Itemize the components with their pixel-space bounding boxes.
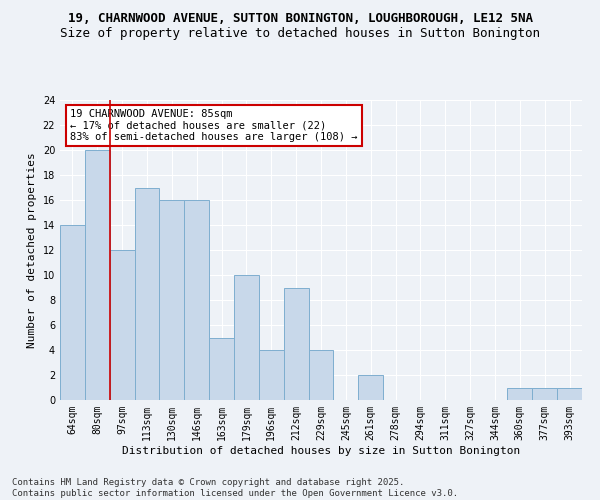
- Text: Contains HM Land Registry data © Crown copyright and database right 2025.
Contai: Contains HM Land Registry data © Crown c…: [12, 478, 458, 498]
- Text: 19, CHARNWOOD AVENUE, SUTTON BONINGTON, LOUGHBOROUGH, LE12 5NA: 19, CHARNWOOD AVENUE, SUTTON BONINGTON, …: [67, 12, 533, 26]
- Bar: [284, 288, 308, 400]
- Bar: [308, 350, 334, 400]
- Y-axis label: Number of detached properties: Number of detached properties: [27, 152, 37, 348]
- Bar: [184, 200, 209, 400]
- Bar: [85, 150, 110, 400]
- Bar: [209, 338, 234, 400]
- Bar: [160, 200, 184, 400]
- Bar: [557, 388, 582, 400]
- Bar: [60, 225, 85, 400]
- Bar: [508, 388, 532, 400]
- Text: Size of property relative to detached houses in Sutton Bonington: Size of property relative to detached ho…: [60, 28, 540, 40]
- Bar: [532, 388, 557, 400]
- Bar: [110, 250, 134, 400]
- Bar: [134, 188, 160, 400]
- X-axis label: Distribution of detached houses by size in Sutton Bonington: Distribution of detached houses by size …: [122, 446, 520, 456]
- Text: 19 CHARNWOOD AVENUE: 85sqm
← 17% of detached houses are smaller (22)
83% of semi: 19 CHARNWOOD AVENUE: 85sqm ← 17% of deta…: [70, 109, 358, 142]
- Bar: [234, 275, 259, 400]
- Bar: [358, 375, 383, 400]
- Bar: [259, 350, 284, 400]
